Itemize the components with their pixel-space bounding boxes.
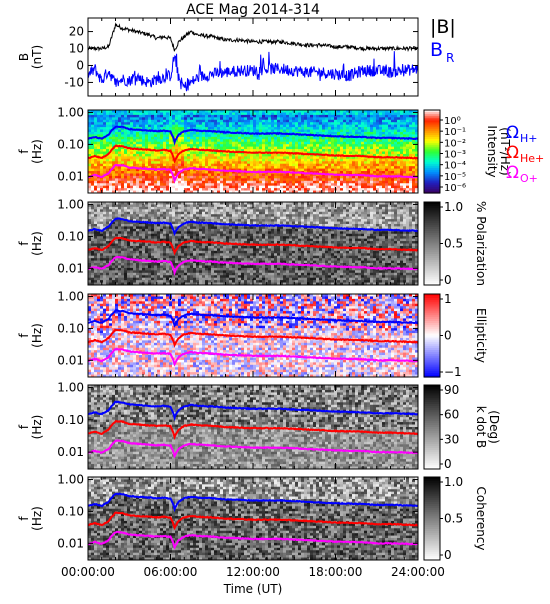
ellipticity-ytick-label: 0.01 (57, 353, 84, 367)
k-dot-b-colorbar-tick-label: 90 (444, 383, 459, 397)
time-axis-title: Time (UT) (223, 582, 283, 596)
k-dot-b-colorbar-title-line1: k dot B (474, 406, 488, 448)
coherency-ylabel-top: f (17, 516, 31, 521)
power-spectrum-colorbar-tick-label: 10⁻¹ (444, 127, 466, 138)
field-ytick-label: 0 (76, 58, 84, 72)
power-spectrum-colorbar-title-line1: Intensity (485, 125, 499, 177)
k-dot-b-colorbar-title: k dot B(Deg) (474, 406, 501, 448)
coherency-ytick-label: 1.00 (57, 473, 84, 487)
ellipticity-ylabel: f(Hz) (17, 323, 44, 348)
ellipticity-ylabel-bottom: (Hz) (30, 323, 44, 348)
polarization-ytick-label: 1.00 (57, 198, 84, 212)
gyro-legend-subscript: H+ (520, 132, 538, 145)
polarization-colorbar-tick-label: 0 (444, 273, 452, 287)
power-spectrum-colorbar-tick-label: 10⁻² (444, 138, 466, 149)
coherency-colorbar-tick-label: 0 (444, 548, 452, 562)
time-axis-tick-label: 18:00:00 (309, 565, 363, 579)
coherency-colorbar: 1.0 0.5 0 (424, 475, 463, 562)
field-plot-background (88, 18, 418, 96)
ellipticity-ytick-label: 0.10 (57, 321, 84, 335)
power-spectrum-colorbar-tick-label: 10⁰ (444, 116, 461, 127)
polarization-colorbar-tick-label: 1.0 (444, 200, 463, 214)
k-dot-b-ytick-label: 0.10 (57, 413, 84, 427)
coherency-colorbar-title-text: Coherency (474, 486, 488, 550)
polarization-ylabel-bottom: (Hz) (30, 231, 44, 256)
k-dot-b-colorbar: 90 60 30 0 (424, 383, 459, 471)
polarization-ylabel: f(Hz) (17, 231, 44, 256)
k-dot-b-colorbar-tick-label: 0 (444, 457, 452, 471)
power-spectrum-ylabel-bottom: (Hz) (30, 139, 44, 164)
field-ylabel-top: B (17, 53, 31, 61)
k-dot-b-colorbar-tick-label: 60 (444, 408, 459, 422)
ellipticity-colorbar-tick-label: 1 (444, 292, 452, 306)
k-dot-b-ytick-label: 0.01 (57, 445, 84, 459)
time-axis-tick-label: 00:00:00 (61, 565, 115, 579)
k-dot-b-ylabel: f(Hz) (17, 415, 44, 440)
ellipticity-colorbar-tick-label: 0 (444, 329, 452, 343)
polarization-colorbar-tick-label: 0.5 (444, 237, 463, 251)
k-dot-b-ylabel-top: f (17, 424, 31, 429)
figure-title: ACE Mag 2014-314 (186, 2, 320, 18)
gyro-legend-symbol: Ω (506, 143, 519, 163)
power-spectrum-ytick-label: 0.10 (57, 137, 84, 151)
power-spectrum-colorbar-tick-label: 10⁻⁶ (444, 183, 466, 194)
coherency-colorbar-tick-label: 0.5 (444, 512, 463, 526)
time-axis-tick-label: 12:00:00 (226, 565, 280, 579)
k-dot-b-colorbar-title-line2: (Deg) (487, 410, 501, 444)
power-spectrum-ytick-label: 1.00 (57, 106, 84, 120)
legend-b-magnitude: |B| (430, 16, 456, 38)
power-spectrum-colorbar-tick-label: 10⁻⁵ (444, 172, 466, 183)
field-ytick-label: 10 (69, 42, 84, 56)
ellipticity-ytick-label: 1.00 (57, 290, 84, 304)
ellipticity-colorbar-title-text: Ellipticity (474, 308, 488, 363)
coherency-ytick-label: 0.10 (57, 504, 84, 518)
gyro-legend-symbol: Ω (506, 163, 519, 183)
power-spectrum-ylabel: f(Hz) (17, 139, 44, 164)
polarization-ytick-label: 0.10 (57, 229, 84, 243)
gyro-legend-symbol: Ω (506, 123, 519, 143)
field-ylabel: B(nT) (17, 45, 44, 69)
time-axis-tick-label: 06:00:00 (144, 565, 198, 579)
field-ylabel-bottom: (nT) (30, 45, 44, 69)
gyro-legend-subscript: He+ (520, 152, 544, 165)
ellipticity-ylabel-top: f (17, 333, 31, 338)
polarization-ylabel-top: f (17, 241, 31, 246)
coherency-colorbar-tick-label: 1.0 (444, 475, 463, 489)
polarization-ytick-label: 0.01 (57, 261, 84, 275)
legend-b-radial: B (430, 39, 443, 61)
coherency-colorbar-title: Coherency (474, 486, 488, 550)
polarization-colorbar-title: % Polarization (474, 201, 488, 286)
gyro-legend-subscript: O+ (520, 172, 538, 185)
ellipticity-colorbar-tick-label: −1 (444, 365, 462, 379)
coherency-ylabel: f(Hz) (17, 506, 44, 531)
time-axis-tick-label: 24:00:00 (391, 565, 445, 579)
coherency-ylabel-bottom: (Hz) (30, 506, 44, 531)
power-spectrum-colorbar-tick-label: 10⁻³ (444, 150, 466, 161)
k-dot-b-ylabel-bottom: (Hz) (30, 415, 44, 440)
power-spectrum-ylabel-top: f (17, 149, 31, 154)
ellipticity-colorbar-title: Ellipticity (474, 308, 488, 363)
polarization-colorbar: 1.0 0.5 0 (424, 200, 463, 287)
legend-b-radial-subscript: R (446, 51, 454, 65)
power-spectrum-colorbar-tick-label: 10⁻⁴ (444, 161, 466, 172)
k-dot-b-colorbar-tick-label: 30 (444, 432, 459, 446)
ellipticity-colorbar: 1 0 −1 (424, 292, 462, 379)
field-ytick-label: -10 (64, 75, 84, 89)
k-dot-b-ytick-label: 1.00 (57, 381, 84, 395)
polarization-colorbar-title-text: % Polarization (474, 201, 488, 286)
field-ytick-label: 20 (69, 25, 84, 39)
coherency-ytick-label: 0.01 (57, 536, 84, 550)
ellipticity-heatmap (88, 294, 419, 378)
power-spectrum-ytick-label: 0.01 (57, 169, 84, 183)
